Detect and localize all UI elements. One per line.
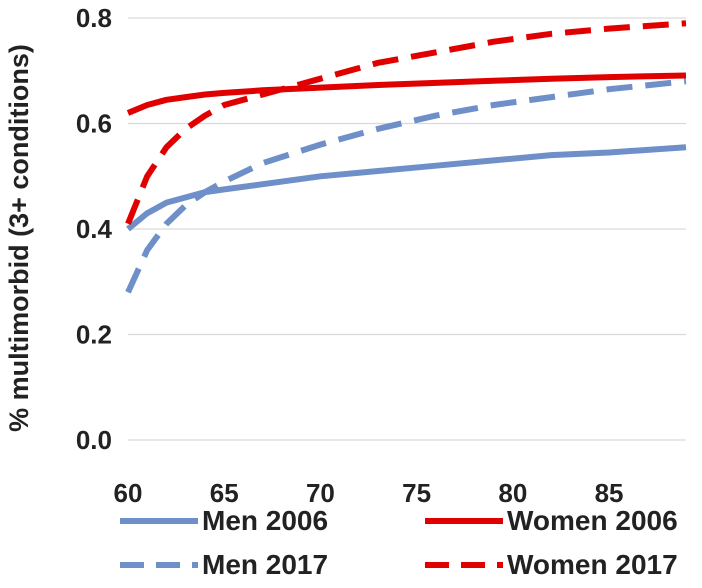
x-tick-label: 85 (595, 478, 624, 508)
y-axis-label: % multimorbid (3+ conditions) (4, 44, 34, 432)
legend-label: Women 2006 (507, 505, 678, 536)
legend: Men 2006 Women 2006 Men 2017 Women 2017 (120, 505, 678, 580)
y-tick-label: 0.4 (76, 214, 113, 244)
y-tick-label: 0.0 (76, 425, 112, 455)
y-tick-label: 0.6 (76, 109, 112, 139)
y-tick-labels: 0.0 0.2 0.4 0.6 0.8 (76, 3, 113, 455)
legend-label: Men 2017 (202, 549, 328, 580)
x-tick-label: 65 (210, 478, 239, 508)
series-lines (125, 20, 687, 294)
series-line-women-2017 (125, 20, 687, 225)
legend-label: Men 2006 (202, 505, 328, 536)
x-tick-label: 80 (498, 478, 527, 508)
y-tick-label: 0.8 (76, 3, 112, 33)
series-line-men-2006 (126, 144, 687, 232)
x-tick-labels: 60 65 70 75 80 85 (114, 478, 624, 508)
y-tick-label: 0.2 (76, 320, 112, 350)
grid-layer (128, 17, 686, 441)
series-line-men-2017 (125, 78, 687, 294)
x-tick-label: 75 (402, 478, 431, 508)
x-tick-label: 70 (306, 478, 335, 508)
x-tick-label: 60 (114, 478, 143, 508)
series-line-women-2006 (126, 72, 687, 116)
legend-label: Women 2017 (507, 549, 678, 580)
